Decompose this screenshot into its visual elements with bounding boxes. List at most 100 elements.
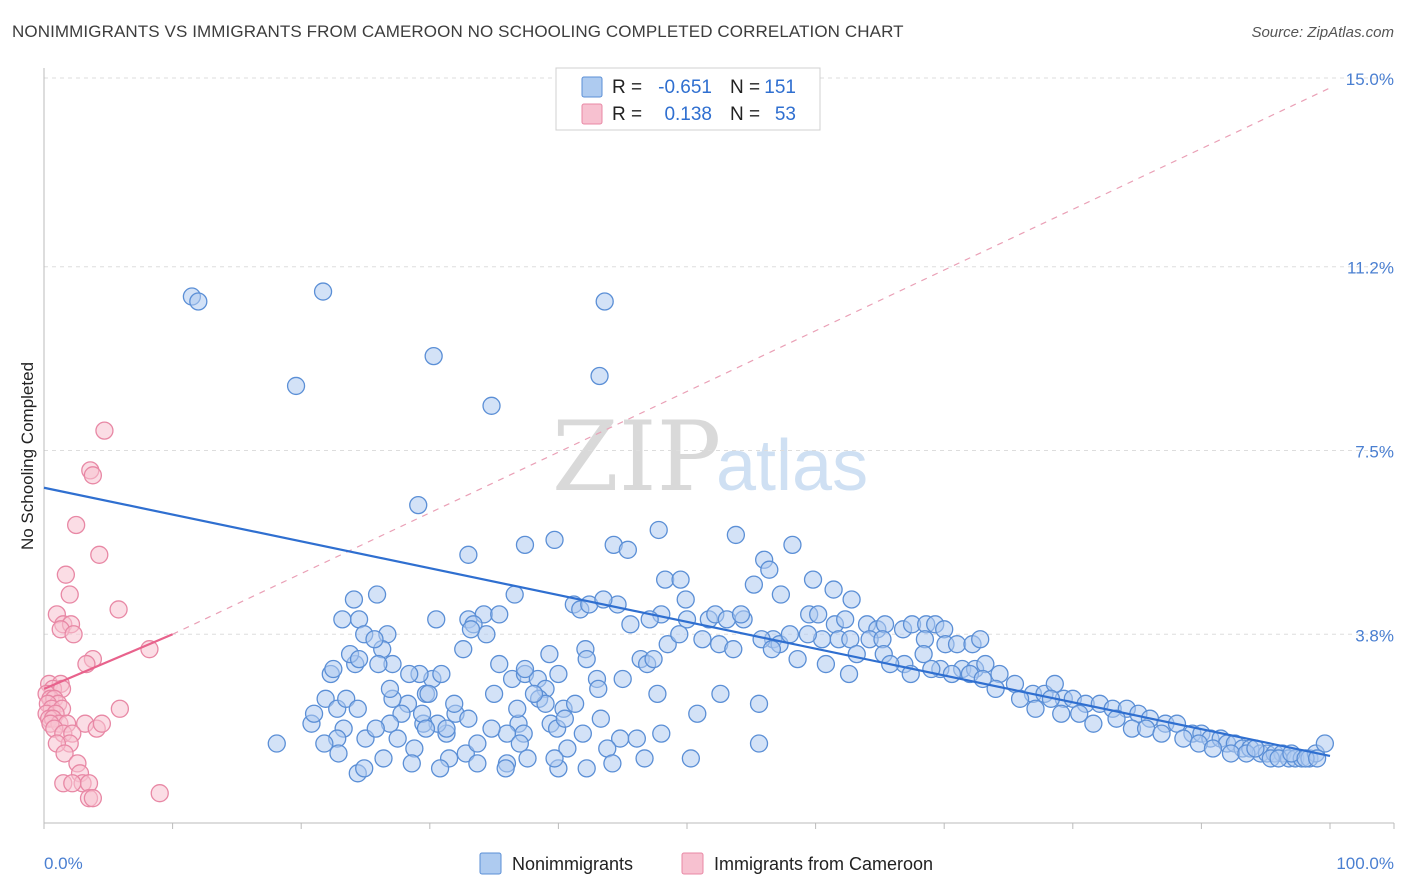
nonimmigrants-point-152 bbox=[591, 709, 610, 728]
nonimmigrants-point-126 bbox=[1107, 709, 1126, 728]
nonimmigrants-point-247 bbox=[369, 654, 388, 674]
nonimmigrants-point-191 bbox=[482, 719, 501, 738]
cameroon-point-5 bbox=[56, 565, 76, 584]
nonimmigrants-point-6 bbox=[482, 396, 501, 415]
y-tick-label-1: 7.5% bbox=[1355, 443, 1394, 462]
chart-title: NONIMMIGRANTS VS IMMIGRANTS FROM CAMEROO… bbox=[12, 22, 904, 41]
nonimmigrants-point-240 bbox=[432, 664, 451, 684]
nonimmigrants-point-1 bbox=[313, 282, 333, 301]
series-nonimmigrants bbox=[182, 282, 1335, 783]
nonimmigrants-point-216 bbox=[304, 704, 324, 723]
nonimmigrants-point-19 bbox=[744, 575, 764, 594]
nonimmigrants-point-222 bbox=[762, 640, 782, 659]
nonimmigrants-point-125 bbox=[1084, 714, 1103, 733]
nonimmigrants-point-249 bbox=[333, 610, 352, 629]
nonimmigrants-point-129 bbox=[1152, 724, 1171, 743]
nonimmigrants-point-182 bbox=[337, 689, 356, 708]
x-tick-labels: 0.0% 100.0% bbox=[44, 854, 1394, 873]
nonimmigrants-point-146 bbox=[648, 684, 667, 704]
cameroon-point-36 bbox=[92, 714, 112, 733]
nonimmigrants-point-259 bbox=[505, 585, 524, 604]
nonimmigrants-point-210 bbox=[549, 664, 568, 684]
nonimmigrants-point-198 bbox=[402, 754, 421, 773]
nonimmigrants-point-175 bbox=[437, 719, 456, 738]
nonimmigrants-point-221 bbox=[724, 640, 743, 659]
nonimmigrants-point-255 bbox=[477, 625, 496, 644]
nonimmigrants-point-254 bbox=[454, 640, 473, 659]
nonimmigrants-point-186 bbox=[652, 724, 671, 743]
nonimmigrants-point-178 bbox=[558, 739, 577, 758]
nonimmigrants-point-252 bbox=[324, 659, 343, 679]
nonimmigrants-point-2 bbox=[595, 292, 614, 311]
nonimmigrants-point-265 bbox=[189, 292, 208, 311]
nonimmigrants-point-226 bbox=[816, 654, 836, 674]
legend-n-label-2: N = bbox=[730, 104, 760, 125]
nonimmigrants-point-194 bbox=[573, 724, 592, 743]
nonimmigrants-point-197 bbox=[459, 709, 478, 728]
nonimmigrants-point-205 bbox=[388, 729, 407, 748]
nonimmigrants-point-5 bbox=[590, 366, 609, 386]
nonimmigrants-point-251 bbox=[349, 649, 369, 669]
cameroon-point-2 bbox=[83, 466, 103, 485]
nonimmigrants-point-21 bbox=[344, 590, 364, 609]
nonimmigrants-point-9 bbox=[515, 535, 535, 555]
nonimmigrants-point-199 bbox=[445, 694, 464, 713]
nonimmigrants-point-257 bbox=[419, 684, 438, 704]
correlation-legend: R = -0.651 N = 151 R = 0.138 N = 53 bbox=[555, 67, 821, 131]
cameroon-point-6 bbox=[60, 585, 79, 604]
cameroon-point-0 bbox=[95, 421, 114, 440]
nonimmigrants-point-241 bbox=[380, 679, 400, 699]
nonimmigrants-point-28 bbox=[842, 590, 861, 609]
nonimmigrants-point-180 bbox=[496, 759, 515, 778]
bottom-legend-swatch-blue bbox=[479, 852, 502, 875]
nonimmigrants-point-17 bbox=[760, 560, 779, 579]
x-tick-label-min: 0.0% bbox=[44, 854, 83, 873]
nonimmigrants-point-215 bbox=[267, 734, 286, 753]
nonimmigrants-point-41 bbox=[809, 605, 828, 624]
nonimmigrants-point-211 bbox=[468, 734, 487, 753]
legend-r-label-1: R = bbox=[612, 77, 642, 98]
nonimmigrants-point-189 bbox=[329, 744, 348, 763]
nonimmigrants-point-172 bbox=[536, 694, 555, 713]
legend-n-value-1: 151 bbox=[764, 77, 796, 98]
nonimmigrants-point-237 bbox=[671, 570, 690, 589]
trend-line-cameroon bbox=[43, 633, 174, 690]
nonimmigrants-point-236 bbox=[676, 590, 695, 609]
nonimmigrants-point-245 bbox=[416, 719, 436, 738]
bottom-legend-label-nonimmigrants: Nonimmigrants bbox=[512, 854, 633, 874]
cameroon-point-43 bbox=[55, 744, 74, 763]
nonimmigrants-point-15 bbox=[783, 535, 802, 555]
nonimmigrants-point-264 bbox=[749, 734, 769, 753]
legend-swatch-blue bbox=[581, 76, 603, 98]
nonimmigrants-point-148 bbox=[392, 704, 411, 723]
nonimmigrants-point-130 bbox=[1174, 729, 1193, 748]
nonimmigrants-point-69 bbox=[670, 625, 689, 644]
trend-lines bbox=[172, 87, 1331, 635]
nonimmigrants-point-133 bbox=[1221, 744, 1241, 763]
nonimmigrants-point-244 bbox=[315, 734, 334, 753]
nonimmigrants-point-8 bbox=[459, 545, 478, 564]
nonimmigrants-point-7 bbox=[409, 495, 428, 515]
nonimmigrants-point-118 bbox=[1315, 734, 1335, 753]
legend-r-value-2: 0.138 bbox=[664, 104, 712, 125]
nonimmigrants-point-223 bbox=[847, 644, 866, 664]
nonimmigrants-point-54 bbox=[780, 625, 800, 644]
nonimmigrants-point-234 bbox=[798, 625, 818, 644]
nonimmigrants-point-224 bbox=[644, 649, 663, 669]
nonimmigrants-point-192 bbox=[508, 699, 527, 718]
nonimmigrants-point-132 bbox=[1203, 739, 1223, 758]
x-tick-label-max: 100.0% bbox=[1336, 854, 1394, 873]
watermark-zip: ZIP bbox=[552, 401, 721, 513]
nonimmigrants-point-4 bbox=[424, 346, 443, 366]
nonimmigrants-point-235 bbox=[731, 605, 751, 624]
nonimmigrants-point-261 bbox=[577, 649, 596, 669]
nonimmigrants-point-183 bbox=[524, 684, 544, 704]
source-attribution: Source: ZipAtlas.com bbox=[1251, 24, 1394, 41]
grid-lines bbox=[44, 77, 1394, 635]
nonimmigrants-point-193 bbox=[555, 709, 574, 728]
nonimmigrants-point-187 bbox=[711, 684, 730, 704]
nonimmigrants-point-260 bbox=[540, 644, 559, 664]
nonimmigrants-point-209 bbox=[565, 694, 585, 713]
nonimmigrants-point-188 bbox=[749, 694, 769, 713]
nonimmigrants-point-217 bbox=[621, 615, 640, 634]
